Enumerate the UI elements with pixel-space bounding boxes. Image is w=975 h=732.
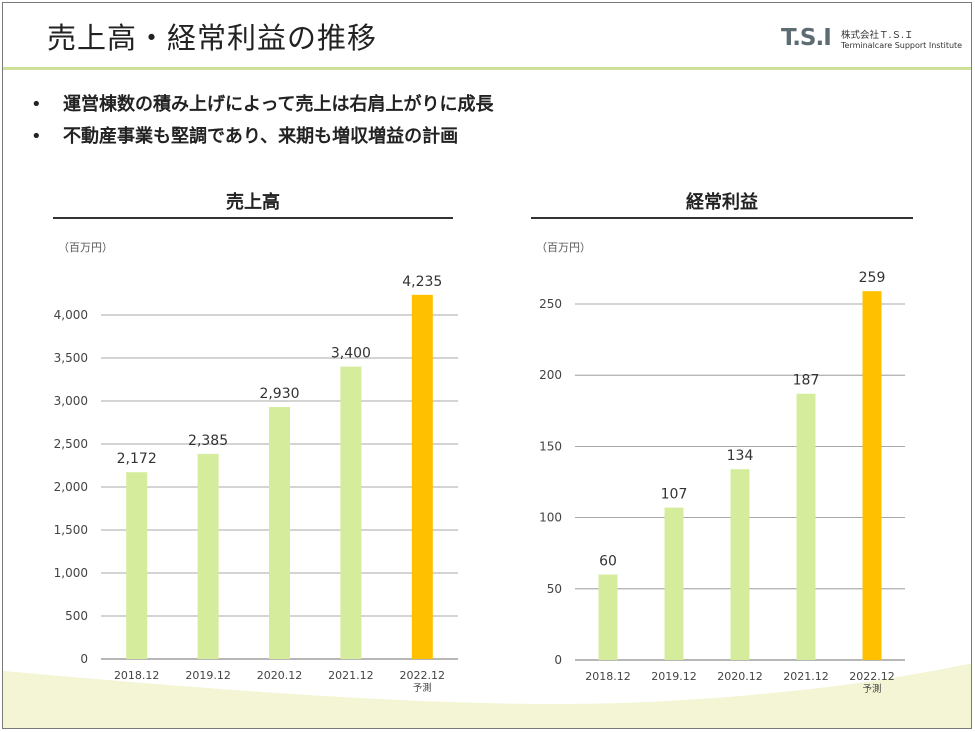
- profit-chart-title: 経常利益: [686, 192, 758, 213]
- bullet-mark: •: [31, 94, 42, 115]
- bullet-text: 運営棟数の積み上げによって売上は右肩上がりに成長: [63, 94, 494, 115]
- profit-category-label: 2019.12: [651, 670, 697, 683]
- bullet-mark: •: [31, 126, 42, 147]
- sales-data-label: 3,400: [331, 346, 371, 362]
- sales-category-sublabel: 予測: [413, 682, 432, 694]
- page-title: 売上高・経常利益の推移: [47, 21, 378, 55]
- profit-unit-label: （百万円）: [536, 241, 591, 254]
- sales-ytick-label: 1,500: [54, 523, 88, 537]
- profit-category-label: 2022.12: [849, 670, 895, 683]
- bullet-text: 不動産事業も堅調であり、来期も増収増益の計画: [63, 126, 459, 147]
- profit-bar: [598, 574, 618, 660]
- sales-ytick-label: 2,500: [54, 437, 88, 451]
- sales-category-label: 2022.12: [400, 669, 446, 682]
- profit-ytick-label: 200: [539, 368, 562, 382]
- sales-ytick-label: 2,000: [54, 480, 88, 494]
- profit-ytick-label: 250: [539, 297, 562, 311]
- sales-bar: [411, 294, 433, 659]
- sales-category-label: 2021.12: [328, 669, 374, 682]
- decorative-wave: [3, 663, 971, 728]
- profit-category-sublabel: 予測: [862, 683, 881, 695]
- profit-bar: [862, 291, 882, 660]
- profit-ytick-label: 0: [554, 653, 562, 667]
- sales-chart-title: 売上高: [226, 192, 280, 213]
- logo-mark: T.S.I: [781, 25, 832, 51]
- profit-data-label: 134: [727, 448, 754, 464]
- profit-title-rule: [531, 217, 913, 219]
- sales-title-rule: [53, 217, 453, 219]
- profit-ytick-label: 150: [539, 439, 562, 453]
- sales-unit-label: （百万円）: [58, 241, 113, 254]
- bullet-item: • 運営棟数の積み上げによって売上は右肩上がりに成長: [31, 89, 494, 121]
- sales-data-label: 2,172: [117, 451, 157, 467]
- sales-bar: [340, 366, 362, 659]
- profit-category-label: 2020.12: [717, 670, 763, 683]
- bullet-list: • 運営棟数の積み上げによって売上は右肩上がりに成長 • 不動産事業も堅調であり…: [31, 89, 494, 153]
- sales-bar: [197, 453, 219, 659]
- sales-category-label: 2018.12: [114, 669, 160, 682]
- company-logo: T.S.I 株式会社Ｔ.Ｓ.Ｉ Terminalcare Support Ins…: [781, 25, 966, 57]
- profit-bar: [664, 507, 684, 660]
- profit-ytick-label: 100: [539, 511, 562, 525]
- profit-bar: [796, 393, 816, 660]
- profit-data-label: 259: [859, 270, 886, 286]
- sales-data-label: 2,930: [259, 386, 299, 402]
- logo-company-en: Terminalcare Support Institute: [841, 41, 963, 50]
- bullet-item: • 不動産事業も堅調であり、来期も増収増益の計画: [31, 121, 494, 153]
- profit-category-label: 2021.12: [783, 670, 829, 683]
- profit-data-label: 60: [599, 554, 617, 570]
- sales-ytick-label: 3,500: [54, 351, 88, 365]
- sales-ytick-label: 500: [65, 609, 88, 623]
- sales-bar: [269, 407, 290, 659]
- sales-ytick-label: 3,000: [54, 394, 88, 408]
- sales-ytick-label: 1,000: [54, 566, 88, 580]
- sales-category-label: 2019.12: [185, 669, 231, 682]
- profit-bar-chart: 0 50 100 150 200 250 60 2018.12 107 2019.12 134 202…: [539, 270, 905, 695]
- profit-data-label: 107: [661, 487, 688, 503]
- profit-category-label: 2018.12: [585, 670, 631, 683]
- sales-ytick-label: 4,000: [54, 308, 88, 322]
- sales-data-label: 2,385: [188, 433, 228, 449]
- sales-data-label: 4,235: [402, 274, 442, 290]
- profit-bar: [730, 469, 750, 660]
- profit-ytick-label: 50: [547, 582, 562, 596]
- sales-category-label: 2020.12: [257, 669, 303, 682]
- header-divider: [3, 67, 971, 70]
- sales-bar: [126, 472, 148, 659]
- sales-bar-chart: 0 500 1,000 1,500 2,000 2,500 3,000 3,500 4,000 2…: [54, 274, 458, 694]
- sales-ytick-label: 0: [80, 652, 88, 666]
- logo-company-jp: 株式会社Ｔ.Ｓ.Ｉ: [841, 30, 914, 41]
- profit-data-label: 187: [793, 373, 820, 389]
